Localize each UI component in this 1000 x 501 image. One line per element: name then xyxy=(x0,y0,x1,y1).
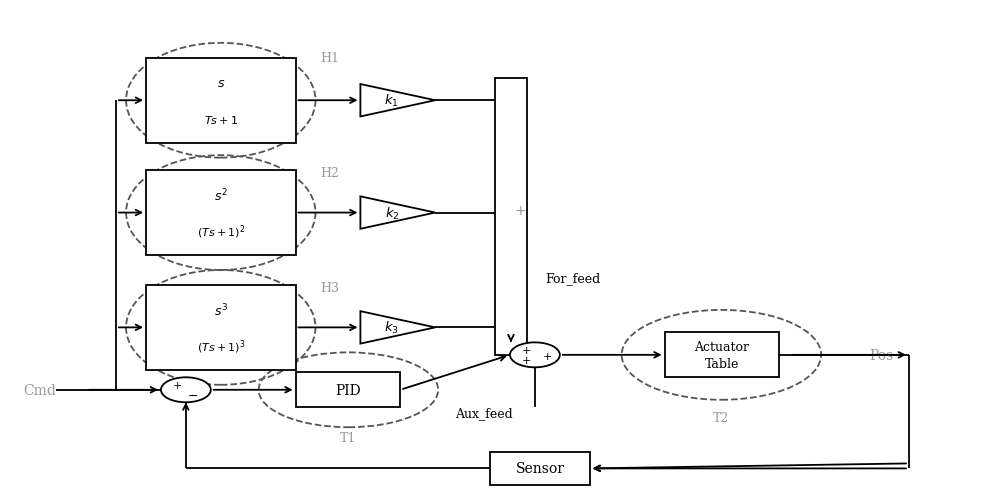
Text: PID: PID xyxy=(335,383,361,397)
Text: Aux_feed: Aux_feed xyxy=(455,406,513,419)
Text: For_feed: For_feed xyxy=(545,272,600,285)
Text: +: + xyxy=(543,351,552,361)
Text: Actuator
Table: Actuator Table xyxy=(694,340,749,370)
Text: +: + xyxy=(521,345,531,355)
Bar xyxy=(296,373,400,407)
Text: T1: T1 xyxy=(340,431,357,444)
Text: $Ts+1$: $Ts+1$ xyxy=(204,114,238,126)
Text: H1: H1 xyxy=(320,52,340,65)
Circle shape xyxy=(510,343,560,368)
Bar xyxy=(146,286,296,370)
Polygon shape xyxy=(360,85,435,117)
Text: +: + xyxy=(521,355,531,365)
Text: $(Ts+1)^2$: $(Ts+1)^2$ xyxy=(197,223,245,241)
Polygon shape xyxy=(360,197,435,229)
Text: Sensor: Sensor xyxy=(515,461,564,475)
Text: H3: H3 xyxy=(320,282,340,295)
Text: $k_1$: $k_1$ xyxy=(384,93,399,109)
Text: H2: H2 xyxy=(320,167,339,180)
Bar xyxy=(146,171,296,256)
Text: $k_2$: $k_2$ xyxy=(385,205,399,221)
Text: +: + xyxy=(172,380,182,390)
Text: Pos: Pos xyxy=(869,348,893,362)
Text: −: − xyxy=(188,389,199,402)
Text: $s^2$: $s^2$ xyxy=(214,187,228,203)
Text: $s$: $s$ xyxy=(217,77,225,90)
Polygon shape xyxy=(360,312,435,344)
Circle shape xyxy=(161,378,211,402)
Bar xyxy=(495,79,527,355)
Text: Cmd: Cmd xyxy=(23,383,56,397)
Bar xyxy=(490,452,590,484)
Bar xyxy=(146,59,296,143)
Text: +: + xyxy=(514,203,526,217)
Text: T2: T2 xyxy=(713,411,730,424)
Bar xyxy=(665,333,779,378)
Text: $(Ts+1)^3$: $(Ts+1)^3$ xyxy=(197,338,245,356)
Text: $k_3$: $k_3$ xyxy=(384,320,399,336)
Text: $s^3$: $s^3$ xyxy=(214,302,228,318)
